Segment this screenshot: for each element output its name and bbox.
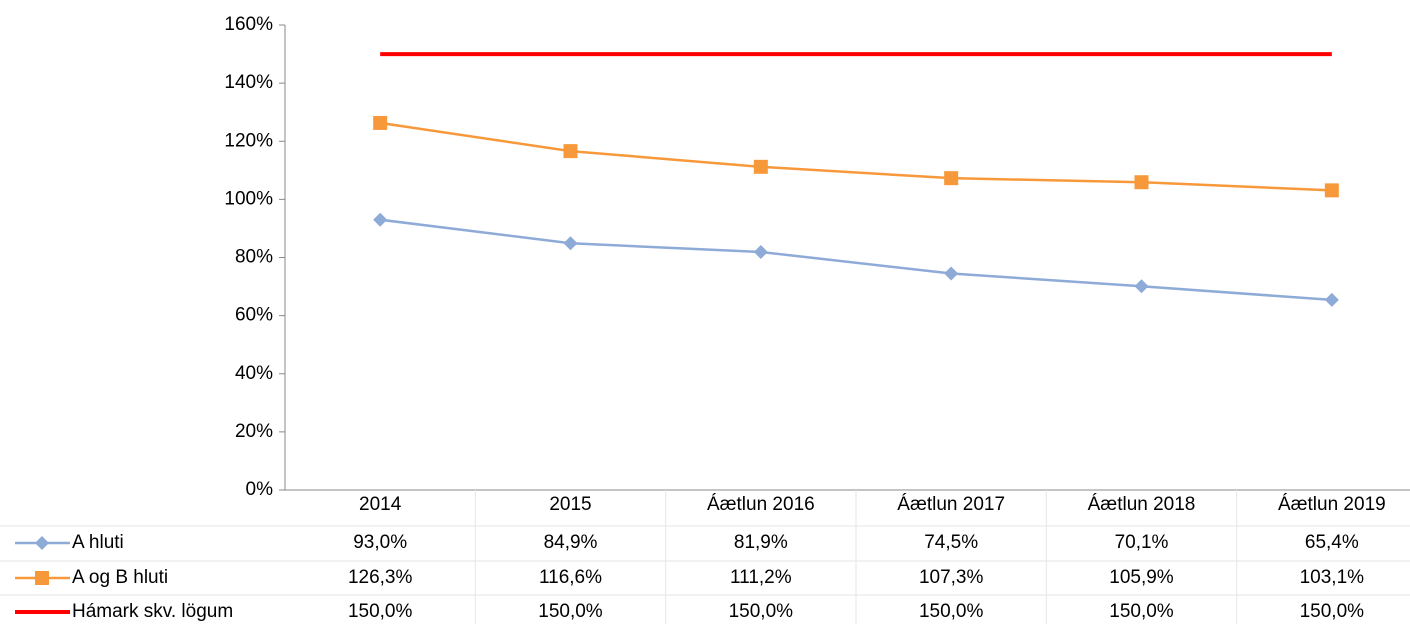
table-cell: 107,3% — [919, 567, 984, 588]
y-tick-label: 40% — [235, 363, 273, 384]
marker — [944, 171, 959, 186]
marker — [35, 571, 49, 585]
table-cell: 81,9% — [734, 532, 788, 553]
marker — [563, 144, 578, 159]
y-tick-label: 0% — [246, 479, 274, 500]
marker — [373, 212, 388, 227]
y-tick-label: 20% — [235, 421, 273, 442]
marker — [944, 266, 959, 281]
marker — [753, 159, 768, 174]
series-line — [379, 121, 1332, 192]
x-tick-label: 2015 — [549, 494, 591, 515]
table-cell: 150,0% — [1109, 601, 1174, 622]
marker — [1324, 183, 1339, 198]
y-tick-label: 120% — [224, 130, 273, 151]
table-cell: 105,9% — [1109, 567, 1174, 588]
x-tick-label: 2014 — [359, 494, 402, 515]
table-cell: 93,0% — [353, 532, 407, 553]
table-cell: 70,1% — [1115, 532, 1169, 553]
marker — [1324, 292, 1339, 307]
marker — [1134, 279, 1149, 294]
series-line — [380, 218, 1332, 302]
legend-label: A hluti — [72, 532, 124, 553]
marker — [753, 244, 768, 259]
marker — [35, 536, 49, 550]
marker — [563, 236, 578, 251]
y-tick-label: 80% — [235, 247, 273, 268]
legend-label: Hámark skv. lögum — [72, 601, 233, 622]
x-tick-label: Áætlun 2018 — [1088, 494, 1196, 515]
y-tick-label: 140% — [224, 72, 273, 93]
table-cell: 116,6% — [539, 567, 602, 588]
y-tick-label: 100% — [224, 188, 273, 209]
table-cell: 103,1% — [1300, 567, 1365, 588]
table-cell: 150,0% — [1300, 601, 1365, 622]
table-cell: 150,0% — [729, 601, 794, 622]
table-cell: 84,9% — [544, 532, 598, 553]
x-tick-label: Áætlun 2019 — [1278, 494, 1386, 515]
marker — [1134, 175, 1149, 190]
y-tick-label: 160% — [224, 14, 273, 35]
table-cell: 65,4% — [1305, 532, 1359, 553]
x-tick-label: Áætlun 2016 — [707, 494, 815, 515]
table-cell: 126,3% — [348, 567, 413, 588]
table-cell: 111,2% — [730, 567, 792, 588]
table-cell: 150,0% — [348, 601, 413, 622]
table-cell: 150,0% — [538, 601, 603, 622]
legend-label: A og B hluti — [72, 567, 168, 588]
table-cell: 74,5% — [924, 532, 978, 553]
table-cell: 150,0% — [919, 601, 984, 622]
marker — [373, 115, 388, 130]
x-tick-label: Áætlun 2017 — [897, 494, 1005, 515]
y-tick-label: 60% — [235, 305, 273, 326]
